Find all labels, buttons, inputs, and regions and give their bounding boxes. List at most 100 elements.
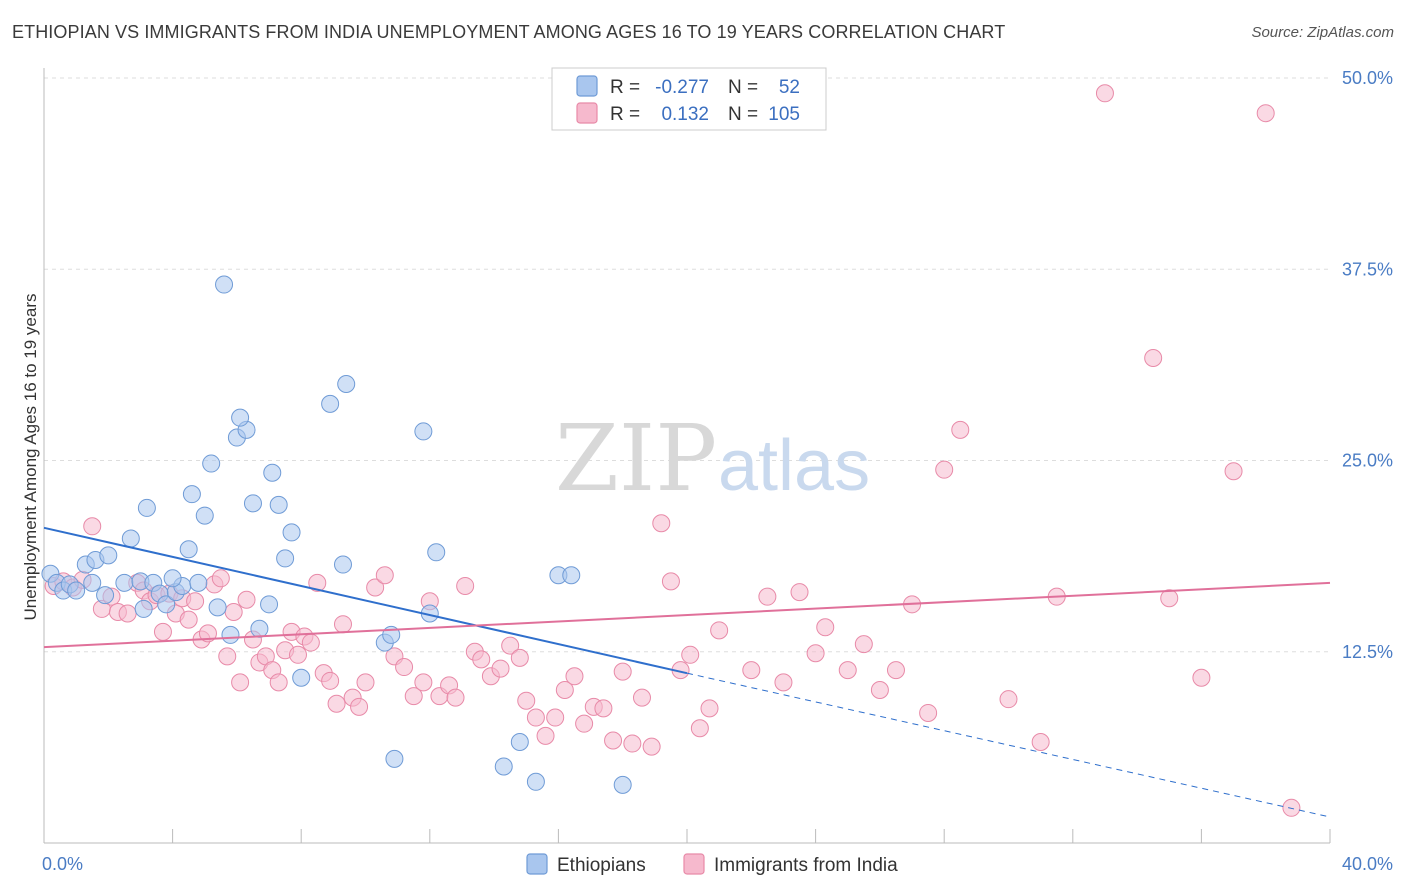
stats-r-value-india: 0.132 bbox=[661, 104, 709, 125]
ethiopian-point-54 bbox=[613, 775, 632, 794]
india-point-65 bbox=[546, 708, 565, 727]
india-point-98 bbox=[1031, 733, 1050, 752]
india-point-22 bbox=[211, 569, 230, 588]
india-point-49 bbox=[404, 687, 423, 706]
ethiopian-point-12 bbox=[121, 529, 140, 548]
ethiopian-point-26 bbox=[208, 598, 227, 617]
india-point-37 bbox=[308, 573, 327, 592]
india-point-97 bbox=[999, 690, 1018, 709]
india-point-76 bbox=[652, 514, 671, 533]
india-point-8 bbox=[118, 604, 137, 623]
india-point-95 bbox=[935, 460, 954, 479]
india-point-106 bbox=[1282, 798, 1301, 817]
ethiopian-trend-line bbox=[43, 526, 688, 675]
ethiopian-point-23 bbox=[163, 569, 182, 588]
y-tick-label-1: 25.0% bbox=[1342, 451, 1393, 471]
india-point-24 bbox=[224, 602, 243, 621]
ethiopian-point-49 bbox=[494, 757, 513, 776]
india-point-39 bbox=[321, 671, 340, 690]
india-point-64 bbox=[536, 726, 555, 745]
stats-box-frame bbox=[551, 67, 827, 131]
india-point-66 bbox=[555, 681, 574, 699]
stats-r-label-ethiopians: R = bbox=[610, 77, 640, 98]
india-point-73 bbox=[623, 734, 642, 753]
ethiopian-point-25 bbox=[202, 454, 221, 473]
india-point-62 bbox=[517, 691, 536, 710]
india-point-63 bbox=[526, 708, 545, 727]
ethiopian-points bbox=[41, 275, 632, 794]
legend-label-ethiopians: Ethiopians bbox=[557, 855, 646, 876]
ethiopian-point-53 bbox=[562, 566, 581, 585]
ethiopian-point-40 bbox=[321, 394, 340, 413]
ethiopian-point-28 bbox=[221, 625, 240, 644]
ethiopian-point-42 bbox=[333, 555, 352, 574]
stats-r-value-ethiopians: -0.277 bbox=[655, 77, 709, 98]
india-point-41 bbox=[333, 615, 352, 634]
india-point-85 bbox=[774, 673, 793, 692]
ethiopian-point-45 bbox=[385, 749, 404, 768]
india-point-72 bbox=[613, 662, 632, 681]
india-point-45 bbox=[366, 578, 385, 597]
india-point-82 bbox=[710, 621, 729, 640]
chart-title: ETHIOPIAN VS IMMIGRANTS FROM INDIA UNEMP… bbox=[12, 22, 1006, 42]
stats-box: R = -0.277 N = 52 R = 0.132 N = 105 bbox=[551, 67, 827, 131]
india-point-103 bbox=[1192, 668, 1211, 687]
ethiopian-point-24 bbox=[195, 506, 214, 525]
ethiopian-point-8 bbox=[96, 586, 115, 605]
india-point-74 bbox=[632, 688, 651, 707]
india-points bbox=[44, 84, 1301, 817]
india-point-100 bbox=[1095, 84, 1114, 103]
ethiopian-point-34 bbox=[260, 595, 279, 614]
india-point-20 bbox=[198, 624, 217, 643]
india-point-54 bbox=[446, 688, 465, 707]
india-point-48 bbox=[395, 658, 414, 677]
legend-swatch-india bbox=[683, 853, 705, 875]
india-point-60 bbox=[501, 636, 520, 655]
india-point-104 bbox=[1224, 462, 1243, 481]
ethiopian-point-13 bbox=[134, 599, 153, 618]
india-point-26 bbox=[237, 590, 256, 609]
india-point-75 bbox=[642, 737, 661, 756]
legend-label-india: Immigrants from India bbox=[714, 855, 898, 876]
india-point-96 bbox=[951, 420, 970, 439]
ethiopian-point-33 bbox=[250, 619, 269, 638]
india-point-105 bbox=[1256, 104, 1275, 123]
india-point-23 bbox=[218, 647, 237, 666]
x-tick-label-max: 40.0% bbox=[1342, 854, 1393, 874]
india-point-44 bbox=[356, 673, 375, 692]
stats-r-label-india: R = bbox=[610, 104, 640, 125]
stats-swatch-ethiopians bbox=[576, 75, 598, 97]
ethiopian-point-20 bbox=[179, 540, 198, 559]
ethiopian-point-27 bbox=[215, 275, 234, 294]
stats-n-value-ethiopians: 52 bbox=[779, 77, 800, 98]
india-point-25 bbox=[231, 673, 250, 692]
gridlines bbox=[44, 77, 1330, 653]
india-point-46 bbox=[375, 566, 394, 585]
india-point-92 bbox=[886, 661, 905, 680]
india-point-91 bbox=[870, 681, 889, 699]
india-point-4 bbox=[83, 517, 102, 536]
y-axis-label: Unemployment Among Ages 16 to 19 years bbox=[21, 294, 40, 621]
india-point-34 bbox=[288, 645, 307, 664]
india-point-18 bbox=[186, 592, 205, 611]
ethiopian-point-21 bbox=[182, 485, 201, 504]
ethiopian-point-35 bbox=[269, 495, 288, 514]
india-trend-line bbox=[43, 581, 1331, 649]
india-point-84 bbox=[758, 587, 777, 606]
ethiopian-point-32 bbox=[243, 494, 262, 513]
ethiopian-point-48 bbox=[427, 543, 446, 562]
trend-lines bbox=[43, 526, 1331, 818]
y-tick-label-3: 50.0% bbox=[1342, 68, 1393, 88]
india-point-61 bbox=[510, 648, 529, 667]
legend: Ethiopians Immigrants from India bbox=[526, 853, 898, 876]
y-tick-labels: 12.5% 25.0% 37.5% 50.0% bbox=[1342, 68, 1393, 662]
stats-n-label-india: N = bbox=[728, 104, 758, 125]
india-point-101 bbox=[1144, 348, 1163, 367]
india-point-68 bbox=[575, 714, 594, 733]
india-point-71 bbox=[604, 731, 623, 750]
ethiopian-point-41 bbox=[337, 375, 356, 393]
india-point-57 bbox=[472, 650, 491, 669]
stats-n-value-india: 105 bbox=[768, 104, 800, 125]
india-point-86 bbox=[790, 583, 809, 602]
india-point-89 bbox=[838, 661, 857, 680]
